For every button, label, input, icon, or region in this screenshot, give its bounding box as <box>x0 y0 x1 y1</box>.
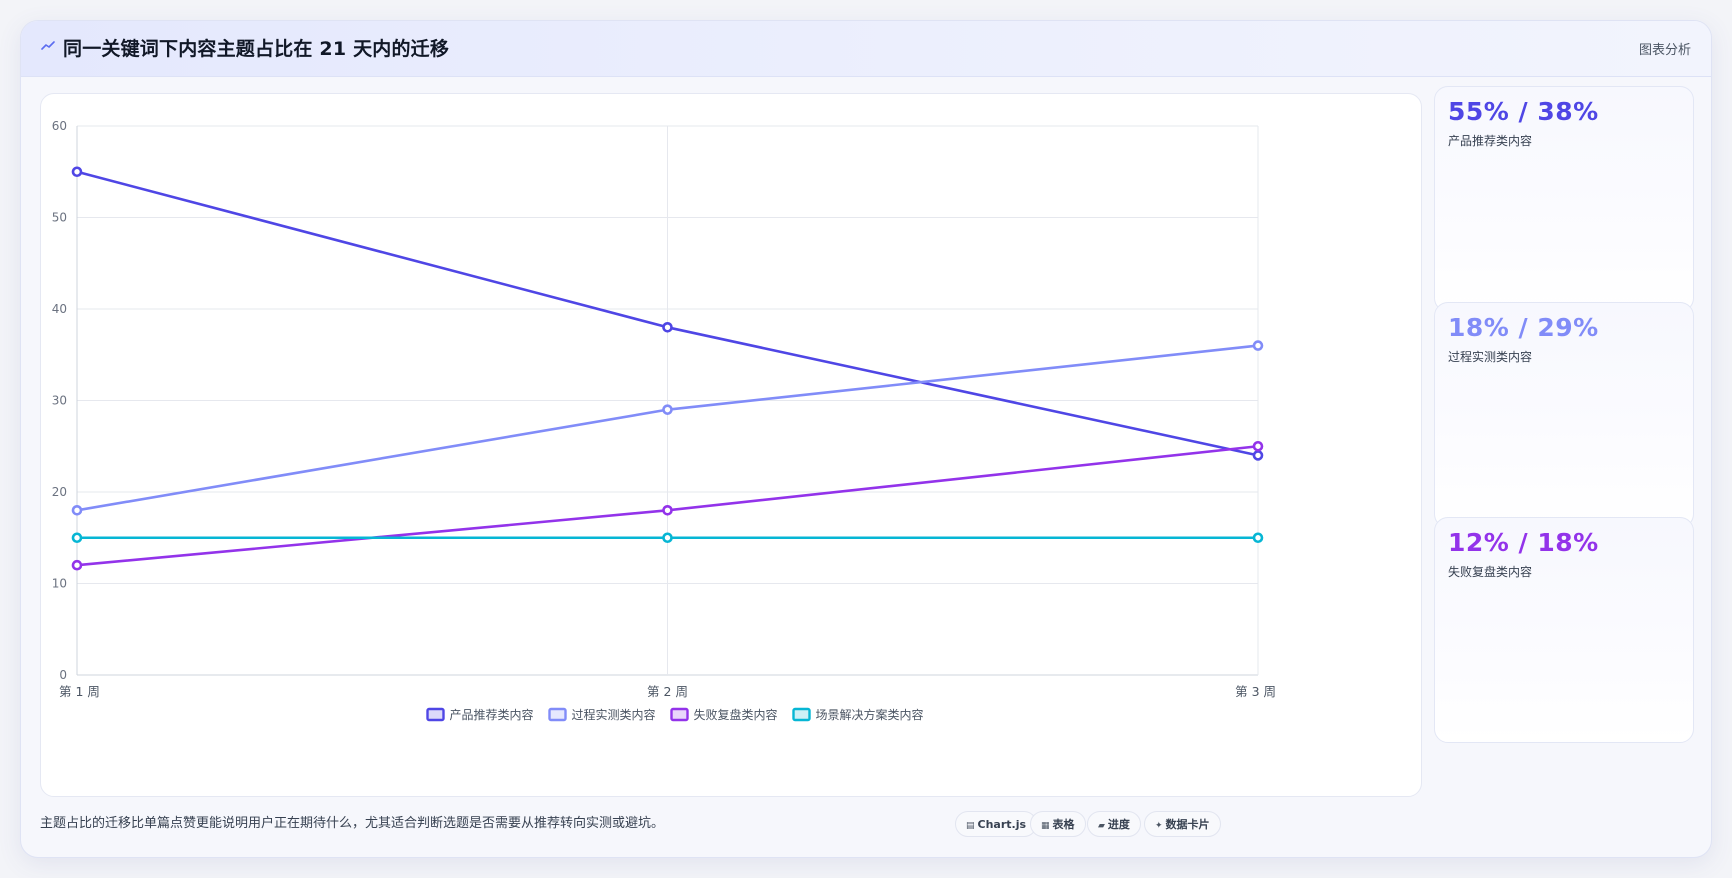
chart-icon: ▤ <box>966 821 975 831</box>
data-point <box>71 559 83 571</box>
card-header: 同一关键词下内容主题占比在 21 天内的迁移 图表分析 <box>21 21 1711 77</box>
legend-label: 产品推荐类内容 <box>450 707 534 722</box>
metric-label: 产品推荐类内容 <box>1448 134 1533 148</box>
chip-label: Chart.js <box>977 818 1027 831</box>
y-tick-label: 60 <box>52 119 67 133</box>
x-tick-label: 第 2 周 <box>647 684 688 699</box>
footer-note: 主题占比的迁移比单篇点赞更能说明用户正在期待什么，尤其适合判断选题是否需要从推荐… <box>40 816 665 831</box>
chip-data-card[interactable]: ✦ 数据卡片 <box>1144 811 1221 837</box>
data-point <box>71 166 83 178</box>
metric-card-failure: 12% / 18% 失败复盘类内容 <box>1434 517 1694 743</box>
legend-swatch <box>548 707 567 722</box>
legend-swatch <box>792 707 811 722</box>
y-tick-label: 10 <box>52 577 67 591</box>
metric-value: 12% / 18% <box>1448 528 1599 557</box>
metric-value: 55% / 38% <box>1448 97 1599 126</box>
x-tick-label: 第 3 周 <box>1235 684 1276 699</box>
data-point <box>1252 450 1264 461</box>
y-tick-label: 0 <box>59 668 67 682</box>
page-title: 同一关键词下内容主题占比在 21 天内的迁移 <box>63 38 450 60</box>
y-tick-label: 40 <box>52 302 67 316</box>
data-point <box>1252 532 1264 544</box>
y-tick-label: 50 <box>52 211 67 225</box>
metric-card-product: 55% / 38% 产品推荐类内容 <box>1434 86 1694 312</box>
metric-value: 18% / 29% <box>1448 313 1599 342</box>
sparkle-icon: ✦ <box>1155 821 1163 831</box>
chart-panel: 0 10 20 30 40 50 60 第 1 周 第 2 周 第 3 周产品推荐类内容 过程实测类… <box>40 93 1422 797</box>
data-point <box>662 322 673 333</box>
data-point <box>1252 340 1264 351</box>
data-point <box>662 532 673 544</box>
metric-label: 失败复盘类内容 <box>1448 565 1533 579</box>
table-icon: ▦ <box>1041 821 1050 831</box>
chip-label: 进度 <box>1107 818 1130 831</box>
y-tick-label: 30 <box>52 394 67 408</box>
x-tick-label: 第 1 周 <box>59 684 100 699</box>
chip-table[interactable]: ▦ 表格 <box>1030 811 1086 837</box>
trend-icon <box>41 39 57 55</box>
data-point <box>662 404 673 415</box>
legend-swatch <box>426 707 445 722</box>
data-point <box>662 504 673 516</box>
legend-label: 场景解决方案类内容 <box>816 707 924 722</box>
chip-label: 数据卡片 <box>1165 818 1210 831</box>
analysis-card: 同一关键词下内容主题占比在 21 天内的迁移 图表分析 0 10 20 30 40 50 6… <box>20 20 1712 858</box>
data-point <box>1252 440 1264 452</box>
progress-icon: ▰ <box>1098 821 1105 831</box>
chip-chartjs[interactable]: ▤ Chart.js <box>955 811 1038 837</box>
legend-label: 过程实测类内容 <box>572 707 656 722</box>
legend-swatch <box>670 707 689 722</box>
y-tick-label: 20 <box>52 485 67 499</box>
chip-label: 表格 <box>1052 818 1075 831</box>
data-point <box>71 504 83 516</box>
metric-card-process: 18% / 29% 过程实测类内容 <box>1434 302 1694 528</box>
data-point <box>71 532 83 544</box>
legend-label: 失败复盘类内容 <box>694 707 778 722</box>
chip-progress[interactable]: ▰ 进度 <box>1087 811 1141 837</box>
metric-label: 过程实测类内容 <box>1448 350 1533 364</box>
chart-analysis-label: 图表分析 <box>1638 43 1691 58</box>
